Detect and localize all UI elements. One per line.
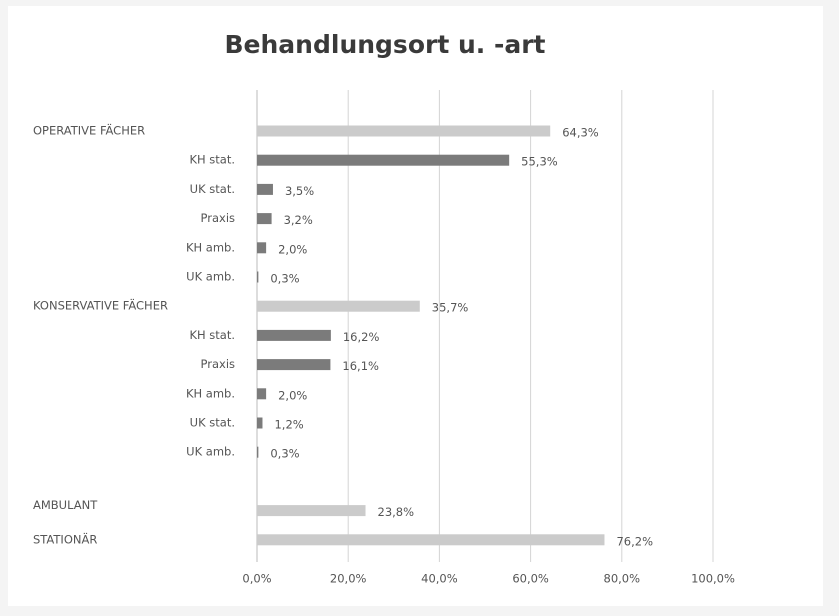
- y-tick-label: UK stat.: [190, 182, 235, 196]
- y-tick-label: Praxis: [201, 211, 236, 225]
- value-label: 23,8%: [378, 505, 415, 519]
- bar: [257, 242, 267, 254]
- x-tick-label: 100,0%: [691, 572, 735, 586]
- value-label: 64,3%: [562, 126, 599, 140]
- y-tick-label: KONSERVATIVE FÄCHER: [33, 298, 168, 313]
- y-tick-label: OPERATIVE FÄCHER: [33, 123, 145, 138]
- bar: [257, 300, 420, 312]
- y-tick-label: KH stat.: [189, 153, 235, 167]
- value-label: 2,0%: [278, 388, 307, 402]
- chart-title: Behandlungsort u. -art: [225, 30, 546, 59]
- bar: [257, 271, 259, 283]
- value-label: 35,7%: [432, 301, 469, 315]
- x-tick-label: 80,0%: [604, 572, 641, 586]
- bar: [257, 213, 272, 225]
- x-tick-label: 0,0%: [242, 572, 271, 586]
- y-tick-label: UK amb.: [186, 270, 235, 284]
- y-tick-label: AMBULANT: [33, 498, 98, 512]
- y-tick-label: KH amb.: [186, 386, 235, 400]
- bar: [257, 125, 551, 137]
- value-label: 16,1%: [342, 359, 379, 373]
- bar: [257, 417, 263, 429]
- x-tick-label: 60,0%: [512, 572, 549, 586]
- value-label: 1,2%: [274, 418, 303, 432]
- value-label: 3,5%: [285, 184, 314, 198]
- value-label: 16,2%: [343, 330, 380, 344]
- y-tick-label: STATIONÄR: [33, 531, 97, 546]
- bar: [257, 534, 605, 546]
- y-tick-label: UK stat.: [190, 416, 235, 430]
- x-tick-label: 40,0%: [421, 572, 458, 586]
- bar: [257, 446, 259, 458]
- bar: [257, 505, 366, 517]
- value-label: 2,0%: [278, 242, 307, 256]
- y-tick-label: Praxis: [201, 357, 236, 371]
- bar: [257, 388, 267, 400]
- y-tick-label: UK amb.: [186, 445, 235, 459]
- x-tick-label: 20,0%: [330, 572, 367, 586]
- value-label: 3,2%: [284, 213, 313, 227]
- y-tick-label: KH stat.: [189, 328, 235, 342]
- bar: [257, 329, 331, 341]
- value-label: 0,3%: [270, 272, 299, 286]
- bar: [257, 183, 273, 195]
- bar: [257, 359, 331, 371]
- value-label: 55,3%: [521, 155, 558, 169]
- value-label: 0,3%: [270, 447, 299, 461]
- bar: [257, 154, 510, 166]
- y-tick-label: KH amb.: [186, 240, 235, 254]
- value-label: 76,2%: [616, 534, 653, 548]
